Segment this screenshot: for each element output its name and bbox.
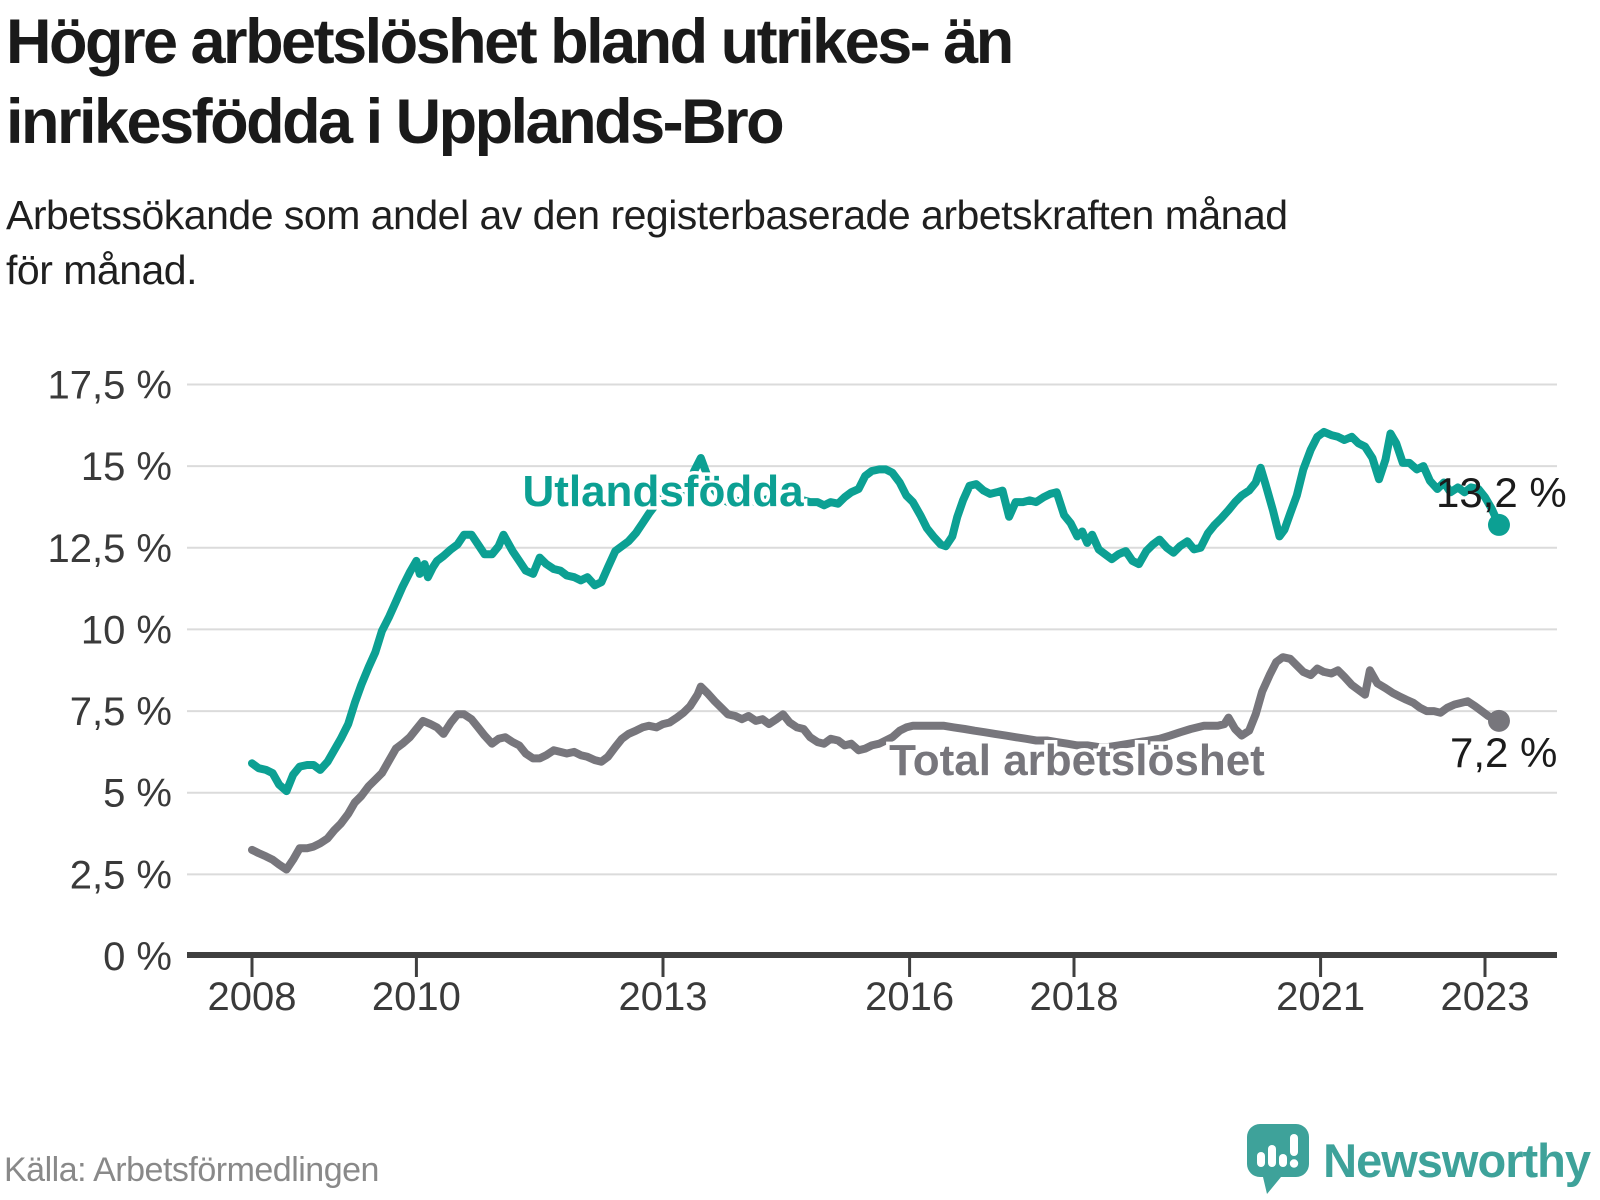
page-subtitle: Arbetssökande som andel av den registerb… <box>6 188 1566 298</box>
x-axis-tick-label: 2018 <box>1030 975 1119 1019</box>
x-axis-tick-label: 2013 <box>619 975 708 1019</box>
total-series-label: Total arbetslöshet <box>889 736 1265 785</box>
source-note: Källa: Arbetsförmedlingen <box>4 1151 379 1189</box>
y-axis-tick-label: 7,5 % <box>70 690 172 734</box>
title-line-2: inrikesfödda i Upplands-Bro <box>6 87 785 157</box>
y-axis-tick-label: 12,5 % <box>47 527 172 571</box>
y-axis-tick-label: 2,5 % <box>70 853 172 897</box>
subtitle-line-1: Arbetssökande som andel av den registerb… <box>6 192 1288 238</box>
y-axis-tick-label: 10 % <box>81 608 172 652</box>
utlandsfodda-series-label: Utlandsfödda <box>522 467 804 516</box>
title-line-1: Högre arbetslöshet bland utrikes- än <box>6 7 1014 77</box>
utlandsfodda-end-value-label: 13,2 % <box>1436 469 1567 516</box>
x-axis-tick-label: 2016 <box>865 975 954 1019</box>
x-axis-tick-label: 2010 <box>372 975 461 1019</box>
x-axis-tick-label: 2021 <box>1276 975 1365 1019</box>
y-axis-tick-label: 17,5 % <box>47 364 172 408</box>
y-axis-tick-label: 5 % <box>103 772 172 816</box>
brand-name: Newsworthy <box>1323 1133 1591 1187</box>
y-axis-tick-label: 0 % <box>103 935 172 979</box>
page-title: Högre arbetslöshet bland utrikes- än inr… <box>6 2 1566 162</box>
subtitle-line-2: för månad. <box>6 247 198 293</box>
utlandsfodda-line <box>248 427 1503 796</box>
chart-header: Högre arbetslöshet bland utrikes- än inr… <box>6 2 1566 298</box>
x-axis-tick-label: 2008 <box>208 975 297 1019</box>
total-end-dot <box>1487 709 1510 732</box>
newsworthy-speech-bubble-chart-icon <box>1247 1124 1310 1194</box>
brand-logo: Newsworthy <box>1247 1124 1591 1196</box>
total-line <box>248 653 1503 874</box>
y-axis-tick-label: 15 % <box>81 445 172 489</box>
utlandsfodda-end-dot <box>1487 513 1510 536</box>
x-axis-tick-label: 2023 <box>1441 975 1530 1019</box>
total-end-value-label: 7,2 % <box>1450 729 1557 776</box>
